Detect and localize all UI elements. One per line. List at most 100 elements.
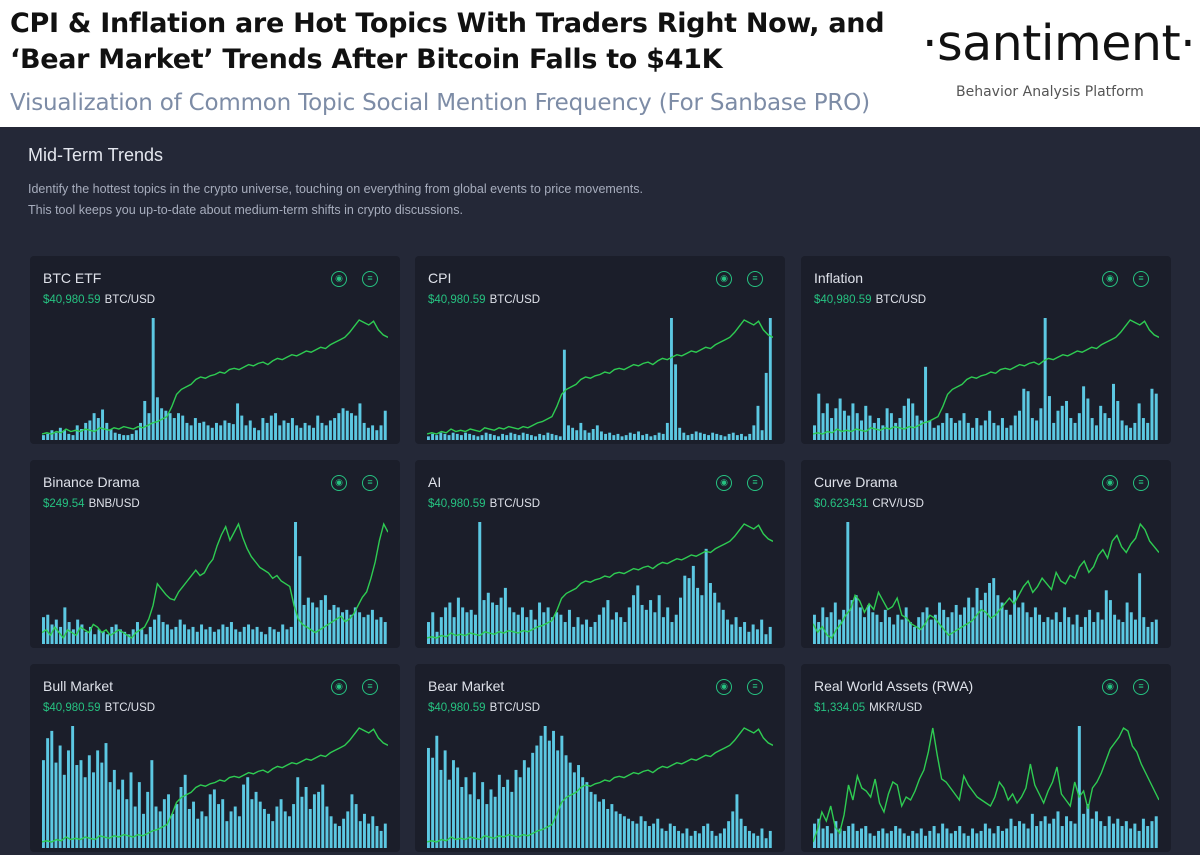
trend-chart [813, 726, 1159, 848]
radio-icon[interactable]: ◉ [716, 679, 732, 695]
mention-bar [589, 626, 593, 644]
trend-card[interactable]: AI $40,980.59 BTC/USD ◉ ≡ [415, 460, 785, 648]
mention-bar [371, 425, 375, 440]
menu-icon[interactable]: ≡ [362, 679, 378, 695]
mention-bar [660, 828, 664, 848]
trend-card[interactable]: Bull Market $40,980.59 BTC/USD ◉ ≡ [30, 664, 400, 852]
mention-bar [1154, 816, 1158, 848]
menu-icon[interactable]: ≡ [1133, 475, 1149, 491]
radio-icon[interactable]: ◉ [331, 679, 347, 695]
mention-bar [353, 607, 357, 644]
mention-bar [302, 604, 306, 644]
mention-bar [889, 413, 893, 440]
menu-icon[interactable]: ≡ [747, 271, 763, 287]
mention-bar [664, 830, 668, 848]
mention-bar [366, 427, 370, 440]
mention-bar [911, 830, 915, 848]
mention-bar [1026, 828, 1030, 848]
mention-bar [585, 619, 589, 644]
trend-card[interactable]: Binance Drama $249.54 BNB/USD ◉ ≡ [30, 460, 400, 648]
mention-bar [643, 821, 647, 848]
mention-bar [855, 830, 859, 848]
mention-bar [509, 432, 513, 440]
trend-card[interactable]: CPI $40,980.59 BTC/USD ◉ ≡ [415, 256, 785, 444]
mention-bar [333, 418, 337, 440]
radio-icon[interactable]: ◉ [1102, 679, 1118, 695]
mention-bar [514, 769, 518, 848]
trend-card[interactable]: Inflation $40,980.59 BTC/USD ◉ ≡ [801, 256, 1171, 444]
mention-bar [114, 624, 118, 644]
mention-bar [1025, 612, 1029, 644]
mention-bar [265, 422, 269, 440]
mention-bar [217, 629, 221, 644]
mention-bar [842, 609, 846, 644]
mention-bar [247, 624, 251, 644]
mention-bar [747, 830, 751, 848]
mention-bar [983, 420, 987, 440]
mention-bar [319, 600, 323, 644]
mention-bar [1133, 619, 1137, 644]
radio-icon[interactable]: ◉ [1102, 271, 1118, 287]
mention-bar [264, 634, 268, 644]
mention-bar [825, 403, 829, 440]
mention-bar [1146, 422, 1150, 440]
mention-bar [670, 622, 674, 644]
menu-icon[interactable]: ≡ [747, 475, 763, 491]
mention-bar [495, 604, 499, 644]
menu-icon[interactable]: ≡ [362, 475, 378, 491]
mention-bar [855, 413, 859, 440]
mention-bar [439, 617, 443, 644]
trend-card[interactable]: Curve Drama $0.623431 CRV/USD ◉ ≡ [801, 460, 1171, 648]
mention-bar [187, 629, 191, 644]
mention-bar [558, 436, 562, 440]
mention-bar [906, 398, 910, 440]
mention-bar [444, 607, 448, 644]
menu-icon[interactable]: ≡ [747, 679, 763, 695]
radio-icon[interactable]: ◉ [331, 475, 347, 491]
mention-bar [958, 420, 962, 440]
mention-bar [992, 833, 996, 848]
mention-bar [864, 405, 868, 440]
mention-bar [177, 413, 180, 440]
mention-bar [608, 432, 612, 440]
price-value: $249.54 [43, 498, 85, 510]
mention-bar [983, 592, 987, 644]
menu-icon[interactable]: ≡ [1133, 679, 1149, 695]
trend-card[interactable]: Real World Assets (RWA) $1,334.05 MKR/USD ◉… [801, 664, 1171, 852]
mention-bar [723, 436, 727, 440]
mention-bar [172, 418, 176, 440]
mention-bar [817, 393, 821, 440]
mention-bar [679, 597, 683, 644]
trend-card[interactable]: BTC ETF $40,980.59 BTC/USD ◉ ≡ [30, 256, 400, 444]
mention-bar [478, 522, 482, 644]
mention-bar [501, 433, 505, 440]
trend-card[interactable]: Bear Market $40,980.59 BTC/USD ◉ ≡ [415, 664, 785, 852]
radio-icon[interactable]: ◉ [331, 271, 347, 287]
mention-bar [505, 435, 509, 440]
mention-bar [525, 617, 529, 644]
mention-bar [212, 789, 216, 848]
mention-bar [1137, 403, 1141, 440]
mention-bar [484, 432, 488, 440]
mention-bar [147, 413, 151, 440]
radio-icon[interactable]: ◉ [716, 271, 732, 287]
mention-bar [821, 413, 825, 440]
menu-icon[interactable]: ≡ [362, 271, 378, 287]
mention-bar [1047, 396, 1051, 440]
mention-bar [489, 789, 493, 848]
mention-bar [210, 427, 214, 440]
mention-bar [464, 777, 468, 848]
radio-icon[interactable]: ◉ [1102, 475, 1118, 491]
mention-bar [542, 612, 546, 644]
price-pair: BTC/USD [489, 702, 541, 714]
mention-bar [871, 612, 875, 644]
mention-bar [522, 760, 526, 848]
mention-bar [941, 823, 945, 848]
menu-icon[interactable]: ≡ [1133, 271, 1149, 287]
radio-icon[interactable]: ◉ [716, 475, 732, 491]
mention-bar [564, 755, 568, 848]
mention-bar [735, 435, 739, 440]
mention-bar [632, 433, 636, 440]
mention-bar [1079, 626, 1083, 644]
mention-bar [704, 548, 708, 644]
